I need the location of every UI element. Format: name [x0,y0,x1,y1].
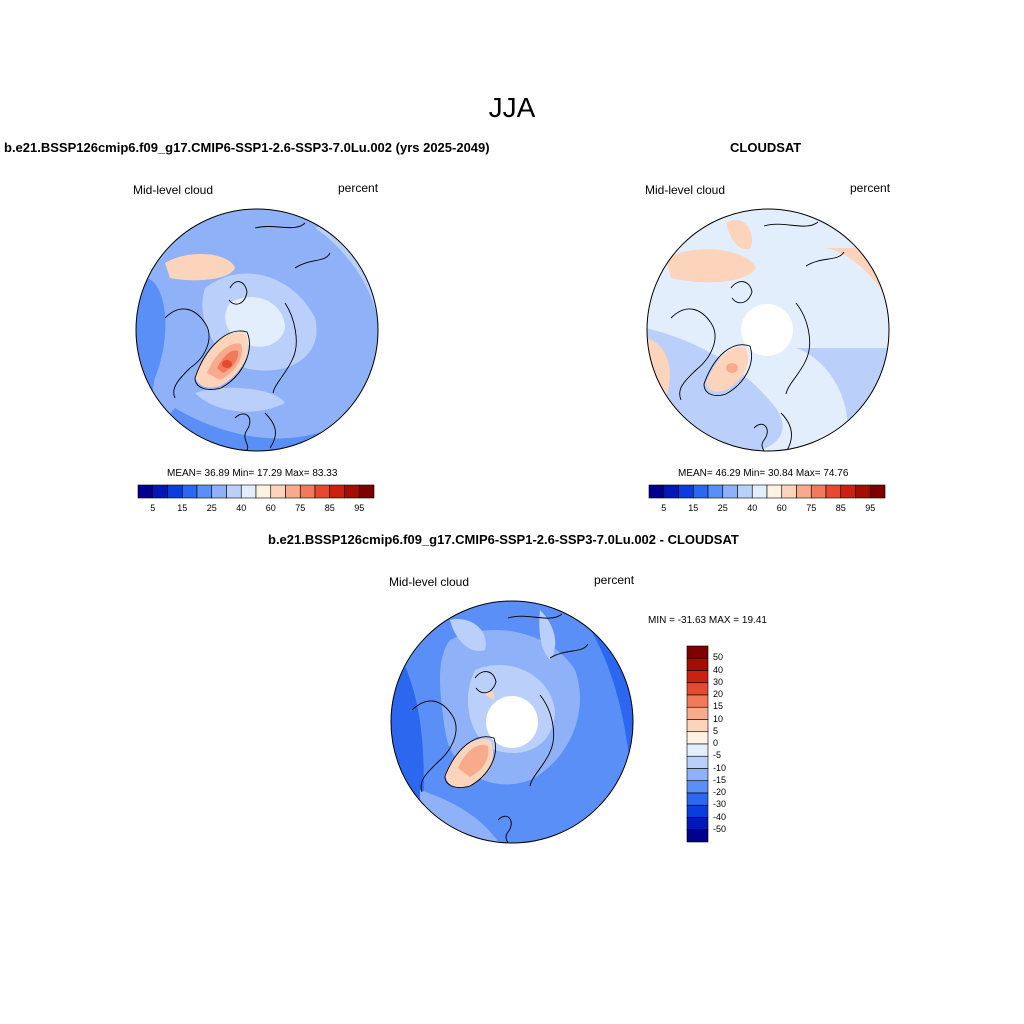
colorbar-tick-label: -50 [713,823,727,834]
colorbar-tick-label: 60 [776,503,787,513]
colorbar-box [855,484,871,499]
colorbar-box [686,792,709,806]
panel-3-stats: MIN = -31.63 MAX = 19.41 [648,615,767,626]
panel-3-title: b.e21.BSSP126cmip6.f09_g17.CMIP6-SSP1-2.… [268,532,739,547]
colorbar-box [686,768,709,782]
colorbar-tick-label: 85 [324,503,335,513]
colorbar-box [648,484,665,499]
colorbar-box [240,484,257,499]
colorbar-tick-label: 60 [265,503,276,513]
panel-3-polar-map [390,600,634,844]
colorbar-box [196,484,213,499]
colorbar-tick-label: 75 [295,503,306,513]
panel-2-polar-map [646,208,890,452]
colorbar-box [686,755,709,769]
colorbar-tick-label: 5 [661,503,667,513]
colorbar-box [358,484,375,499]
colorbar-tick-label: 40 [713,664,724,675]
colorbar-box [285,484,301,499]
colorbar-tick-label: 50 [713,652,724,663]
colorbar-tick-label: -30 [713,799,727,810]
colorbar-tick-label: 25 [717,503,728,513]
panel-2-title: CLOUDSAT [730,140,802,155]
colorbar-tick-label: 15 [177,503,188,513]
colorbar-box [299,484,316,499]
colorbar-tick-label: -10 [713,762,727,773]
colorbar-tick-label: 40 [747,503,758,513]
colorbar-tick-label: 75 [806,503,817,513]
panel-1-stats: MEAN= 36.89 Min= 17.29 Max= 83.33 [167,468,338,479]
colorbar-box [167,484,183,499]
colorbar-box [137,484,154,499]
colorbar-box [686,645,709,659]
colorbar-box [686,719,709,733]
colorbar-box [686,682,709,696]
panel-2-stats: MEAN= 46.29 Min= 30.84 Max= 74.76 [678,468,849,479]
colorbar-tick-label: 95 [354,503,365,513]
colorbar-tick-label: 5 [150,503,156,513]
colorbar-tick-label: -40 [713,811,727,822]
colorbar-box [663,484,679,499]
panel-1-polar-map [135,208,379,452]
colorbar-box [152,484,168,499]
panel-3-variable-label: Mid-level cloud [389,575,470,589]
colorbar-box [737,484,753,499]
colorbar-box [781,484,797,499]
colorbar-box [181,484,198,499]
colorbar-box [686,670,709,684]
colorbar-box [796,484,812,499]
colorbar-box [686,657,709,671]
colorbar-tick-label: 10 [713,713,724,724]
panel-1-units-label: percent [338,181,379,195]
colorbar-tick-label: 20 [713,689,724,699]
colorbar-box [226,484,242,499]
colorbar-tick-label: -15 [713,774,727,785]
colorbar-tick-label: 15 [688,503,699,513]
colorbar-tick-label: -20 [713,787,727,797]
panel-1-variable-label: Mid-level cloud [133,183,214,197]
colorbar-box [314,484,331,499]
colorbar-tick-label: 0 [713,738,719,748]
colorbar-box [686,706,709,720]
colorbar-tick-label: 5 [713,725,719,736]
colorbar-tick-label: 85 [835,503,846,513]
colorbar-box [686,694,709,708]
colorbar-tick-label: 25 [206,503,217,513]
colorbar-box [825,484,842,499]
colorbar-box [707,484,724,499]
panel-2-colorbar [648,484,886,499]
colorbar-box [686,817,709,831]
panel-3-colorbar [686,645,709,843]
colorbar-box [678,484,694,499]
colorbar-box [686,804,709,818]
colorbar-box [766,484,783,499]
colorbar-tick-label: 15 [713,701,724,712]
colorbar-box [722,484,738,499]
colorbar-box [329,484,345,499]
colorbar-tick-label: 40 [236,503,247,513]
season-title: JJA [488,92,536,123]
colorbar-box [686,743,709,757]
panel-1-colorbar [137,484,375,499]
colorbar-box [686,780,709,794]
colorbar-tick-label: 95 [865,503,876,513]
panel-1-title: b.e21.BSSP126cmip6.f09_g17.CMIP6-SSP1-2.… [4,140,490,155]
colorbar-box [270,484,286,499]
colorbar-box [211,484,227,499]
panel-2-units-label: percent [850,181,891,195]
colorbar-box [840,484,856,499]
panel-3-units-label: percent [594,573,635,587]
colorbar-box [751,484,768,499]
colorbar-box [692,484,709,499]
colorbar-tick-label: -5 [713,750,722,761]
panel-2-variable-label: Mid-level cloud [645,183,726,197]
colorbar-box [810,484,827,499]
colorbar-tick-label: 30 [713,676,724,687]
colorbar-box [255,484,272,499]
colorbar-box [869,484,886,499]
colorbar-box [686,731,709,745]
colorbar-box [686,829,709,843]
colorbar-box [344,484,360,499]
